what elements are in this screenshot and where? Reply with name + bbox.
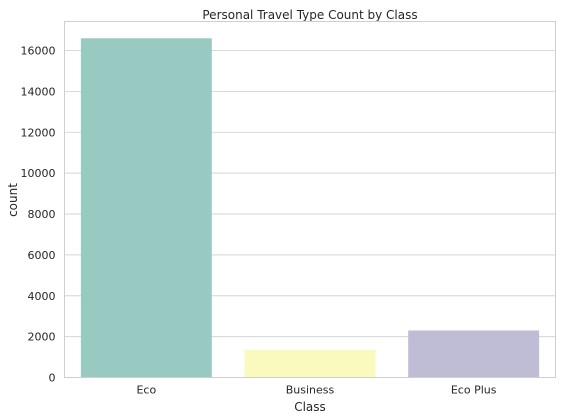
y-tick-label: 8000 — [28, 208, 56, 221]
x-tick-label: Eco — [136, 384, 156, 397]
y-tick-label: 6000 — [28, 249, 56, 262]
x-tick-labels: Eco Business Eco Plus — [136, 384, 496, 397]
y-tick-label: 10000 — [21, 167, 56, 180]
x-tick-label: Eco Plus — [451, 384, 497, 397]
bar-business — [244, 349, 376, 378]
y-tick-label: 2000 — [28, 331, 56, 344]
y-tick-label: 14000 — [21, 85, 56, 98]
x-axis-label: Class — [294, 400, 326, 414]
y-tick-label: 0 — [49, 372, 56, 385]
bars — [80, 38, 540, 378]
bar-eco-plus — [408, 330, 540, 378]
x-tick-label: Business — [286, 384, 335, 397]
y-tick-label: 4000 — [28, 290, 56, 303]
chart-title: Personal Travel Type Count by Class — [202, 8, 417, 22]
y-tick-labels: 0 2000 4000 6000 8000 10000 12000 14000 16000 — [21, 45, 56, 385]
y-tick-label: 12000 — [21, 126, 56, 139]
plot-frame — [64, 21, 556, 378]
bar-eco — [80, 38, 212, 378]
y-axis-label: count — [6, 183, 20, 217]
y-tick-label: 16000 — [21, 45, 56, 58]
